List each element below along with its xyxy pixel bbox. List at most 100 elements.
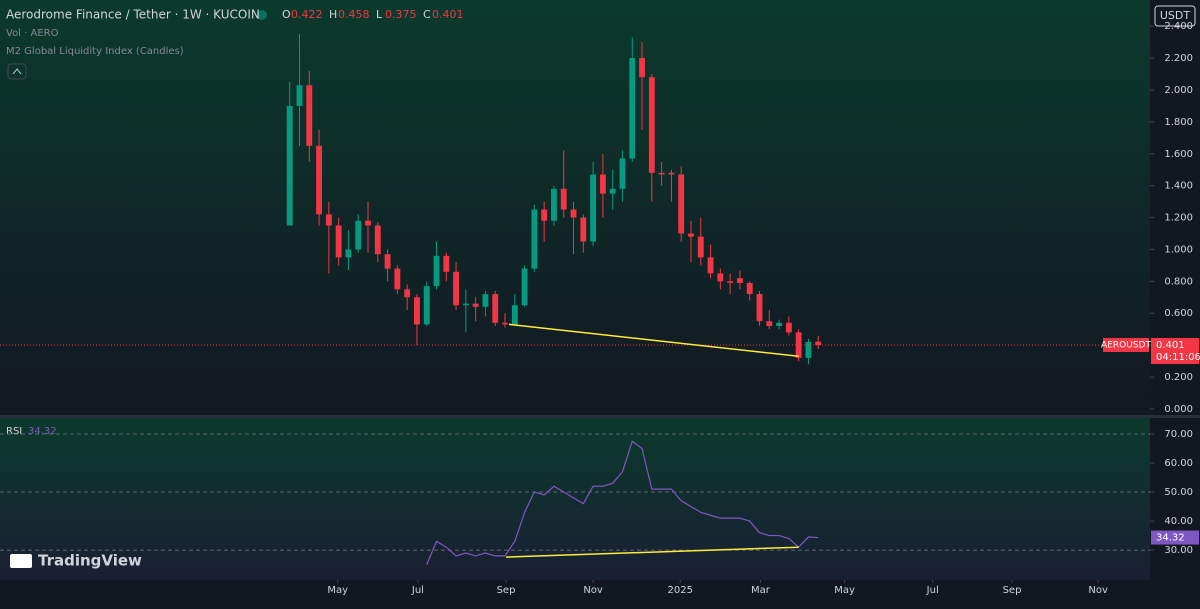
- candle-body: [639, 58, 645, 78]
- candle-body: [736, 278, 743, 283]
- candle-body: [609, 188, 616, 194]
- candle-body: [551, 188, 557, 221]
- candle-body: [570, 209, 577, 218]
- rsi-tick-label: 30.00: [1164, 545, 1193, 556]
- ohlc-key: L: [376, 8, 383, 21]
- x-tick-label: Mar: [751, 585, 771, 596]
- candle-body: [746, 282, 753, 295]
- ohlc-value: 0.375: [385, 8, 417, 21]
- price-pane: [0, 0, 1150, 415]
- y-tick-label: 1.400: [1164, 181, 1193, 192]
- chart-title: Aerodrome Finance / Tether · 1W · KUCOIN: [6, 8, 260, 22]
- x-tick-label: 2025: [667, 585, 692, 596]
- x-tick-label: Nov: [583, 585, 603, 596]
- x-tick-label: Sep: [497, 585, 516, 596]
- candle-body: [541, 209, 548, 221]
- candle-body: [766, 321, 773, 327]
- candle-body: [648, 77, 655, 173]
- candle-body: [433, 255, 440, 287]
- ohlc-key: C: [423, 8, 431, 21]
- candle-body: [707, 257, 714, 274]
- candle-body: [325, 214, 332, 226]
- candle-body: [345, 249, 352, 258]
- candle-body: [443, 255, 450, 272]
- y-tick-label: 0.600: [1164, 308, 1193, 319]
- candle-body: [531, 209, 538, 269]
- candle-body: [688, 233, 694, 237]
- indicator-label: M2 Global Liquidity Index (Candles): [6, 46, 184, 57]
- rsi-value: 34.32: [28, 426, 57, 437]
- y-tick-label: 2.400: [1164, 21, 1193, 32]
- y-tick-label: 1.600: [1164, 149, 1193, 160]
- y-tick-label: 2.200: [1164, 53, 1193, 64]
- collapse-button[interactable]: [7, 63, 27, 80]
- x-tick-label: May: [834, 585, 855, 596]
- candle-body: [511, 305, 518, 325]
- candle-body: [668, 172, 675, 175]
- ohlc-key: H: [329, 8, 337, 21]
- collapse-icon: [12, 68, 22, 75]
- x-tick-label: Nov: [1088, 585, 1108, 596]
- candle-body: [658, 172, 665, 175]
- candle-body: [502, 322, 508, 325]
- x-tick-label: Jul: [411, 585, 424, 596]
- candle-body: [785, 322, 792, 333]
- symbol-tag: [1103, 337, 1149, 352]
- ohlc-value: 0.401: [432, 8, 464, 21]
- candle-body: [335, 225, 342, 258]
- candle-body: [815, 341, 822, 345]
- time-axis: [0, 580, 1200, 605]
- y-tick-label: 1.800: [1164, 117, 1193, 128]
- candle-body: [560, 188, 567, 210]
- candle-body: [521, 268, 528, 306]
- candle-body: [355, 220, 362, 250]
- price-tag: [1151, 337, 1199, 364]
- candle-body: [482, 294, 489, 307]
- y-tick-label: 1.200: [1164, 213, 1193, 224]
- candle-body: [394, 268, 401, 290]
- x-tick-label: May: [327, 585, 348, 596]
- rsi-tick-label: 50.00: [1164, 487, 1193, 498]
- y-tick-label: 0.800: [1164, 276, 1193, 287]
- candle-body: [462, 303, 469, 306]
- rsi-label: RSI: [6, 426, 22, 437]
- candle-body: [296, 85, 303, 106]
- candle-body: [756, 294, 763, 322]
- indicator-label: Vol · AERO: [6, 28, 59, 39]
- y-tick-label: 1.000: [1164, 244, 1193, 255]
- candle-body: [365, 220, 371, 226]
- candle-body: [453, 271, 460, 306]
- candle-body: [306, 85, 313, 146]
- price-axis: [1150, 0, 1200, 580]
- currency: USDT: [1160, 9, 1191, 22]
- candle-body: [678, 174, 685, 234]
- rsi-tick-label: 40.00: [1164, 516, 1193, 527]
- symbol-label: AEROUSDT: [1101, 340, 1151, 350]
- rsi-line: [426, 440, 819, 565]
- currency-button[interactable]: [1154, 5, 1196, 27]
- rsi-tick-label: 60.00: [1164, 458, 1193, 469]
- candle-body: [404, 289, 411, 298]
- candle-body: [316, 145, 322, 215]
- countdown: 04:11:06: [1156, 352, 1200, 363]
- candle-body: [286, 105, 293, 226]
- candle-body: [472, 303, 479, 307]
- y-tick-label: 0.000: [1164, 404, 1193, 415]
- candle-body: [697, 236, 704, 258]
- rsi-trendline: [505, 546, 799, 558]
- trendline: [508, 323, 799, 358]
- candle-body: [717, 273, 724, 282]
- candle-body: [374, 225, 381, 255]
- market-status: [257, 10, 267, 20]
- x-tick-label: Jul: [926, 585, 939, 596]
- ohlc-value: 0.458: [338, 8, 370, 21]
- candle-body: [384, 254, 391, 269]
- candle-body: [629, 58, 636, 159]
- rsi-tag-label: 34.32: [1156, 533, 1185, 544]
- candle-body: [423, 286, 430, 325]
- candle-body: [619, 158, 626, 189]
- ohlc-key: O: [282, 8, 291, 21]
- rsi-tag: [1151, 530, 1199, 545]
- x-tick-label: Sep: [1003, 585, 1022, 596]
